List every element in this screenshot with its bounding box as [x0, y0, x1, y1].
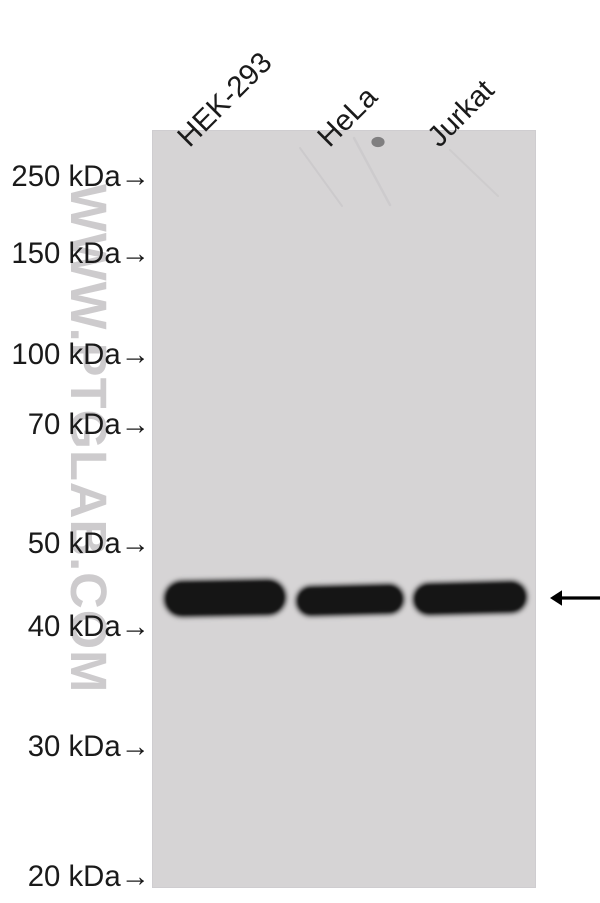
mw-marker-text: 150 kDa — [11, 237, 120, 270]
mw-marker-text: 50 kDa — [28, 527, 121, 560]
mw-marker-30kDa: 30 kDa→ — [28, 730, 150, 764]
mw-marker-40kDa: 40 kDa→ — [28, 610, 150, 644]
mw-marker-text: 30 kDa — [28, 730, 121, 763]
mw-marker-text: 70 kDa — [28, 408, 121, 441]
arrow-right-icon: → — [121, 527, 150, 560]
band-lane-3 — [415, 583, 526, 614]
mw-marker-text: 250 kDa — [11, 160, 120, 193]
arrow-right-icon: → — [121, 860, 150, 893]
mw-marker-150kDa: 150 kDa→ — [11, 237, 150, 271]
mw-marker-20kDa: 20 kDa→ — [28, 860, 150, 894]
band-lane-2 — [298, 586, 403, 615]
arrow-right-icon: → — [121, 237, 150, 270]
target-arrow-icon — [548, 583, 600, 613]
mw-marker-50kDa: 50 kDa→ — [28, 527, 150, 561]
mw-marker-text: 100 kDa — [11, 338, 120, 371]
arrow-right-icon: → — [121, 408, 150, 441]
mw-marker-text: 40 kDa — [28, 610, 121, 643]
arrow-right-icon: → — [121, 610, 150, 643]
arrow-right-icon: → — [121, 730, 150, 763]
mw-marker-250kDa: 250 kDa→ — [11, 160, 150, 194]
artifact-layer — [0, 0, 600, 903]
band-lane-1 — [166, 581, 285, 615]
mw-marker-70kDa: 70 kDa→ — [28, 408, 150, 442]
arrow-right-icon: → — [121, 338, 150, 371]
mw-marker-100kDa: 100 kDa→ — [11, 338, 150, 372]
mw-marker-text: 20 kDa — [28, 860, 121, 893]
arrow-right-icon: → — [121, 160, 150, 193]
